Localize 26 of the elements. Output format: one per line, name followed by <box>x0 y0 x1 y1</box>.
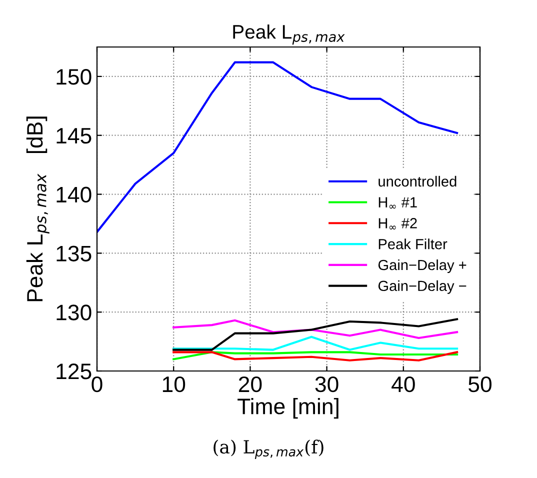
x-tick-label: 10 <box>162 376 186 392</box>
y-tick-label: 145 <box>56 128 92 144</box>
x-axis-title: Time [min] <box>238 398 338 419</box>
legend-label: H$_{∞}$ #1 <box>378 197 417 209</box>
x-tick-label: 20 <box>238 376 262 392</box>
legend-label: Peak Filter <box>378 238 448 250</box>
x-tick-label: 40 <box>392 376 415 392</box>
text: Peak L$_{ps,max}$ [dB] <box>26 116 50 302</box>
y-tick-label: 140 <box>56 186 92 203</box>
text: (a) L$_{ps,max}$(f) <box>214 440 324 459</box>
y-tick-label: 130 <box>56 304 92 320</box>
x-tick-label: 0 <box>92 376 102 392</box>
y-tick-label: 150 <box>56 68 92 85</box>
y-tick-label: 135 <box>56 246 92 262</box>
line-series <box>172 319 458 340</box>
x-tick-label: 50 <box>468 376 492 392</box>
legend-label: Gain−Delay − <box>378 280 466 294</box>
legend-label: Gain−Delay + <box>378 259 466 274</box>
chart-title: Peak L$_{ps,max}$ <box>233 24 345 45</box>
line-series <box>97 61 458 234</box>
line-series <box>172 336 458 351</box>
y-tick-label: 125 <box>56 364 92 380</box>
legend-label: H$_{∞}$ #2 <box>378 218 417 230</box>
x-tick-label: 30 <box>315 376 338 392</box>
legend-label: uncontrolled <box>378 176 456 187</box>
line-series <box>172 318 458 351</box>
